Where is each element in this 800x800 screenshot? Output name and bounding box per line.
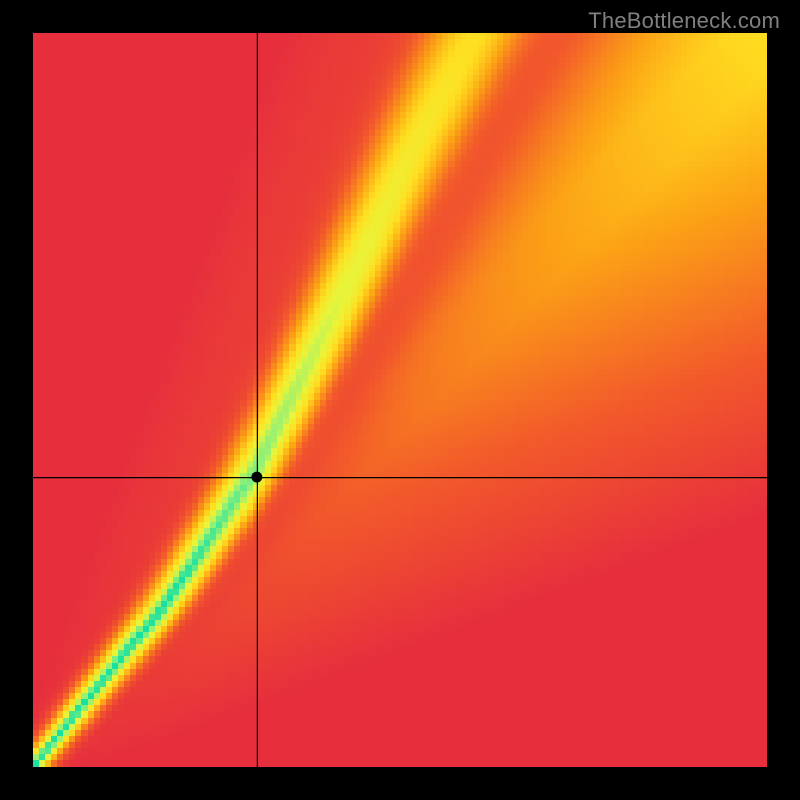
watermark-text: TheBottleneck.com [588,8,780,34]
heatmap-canvas [33,33,767,767]
figure-container: TheBottleneck.com [0,0,800,800]
heatmap-plot [33,33,767,767]
